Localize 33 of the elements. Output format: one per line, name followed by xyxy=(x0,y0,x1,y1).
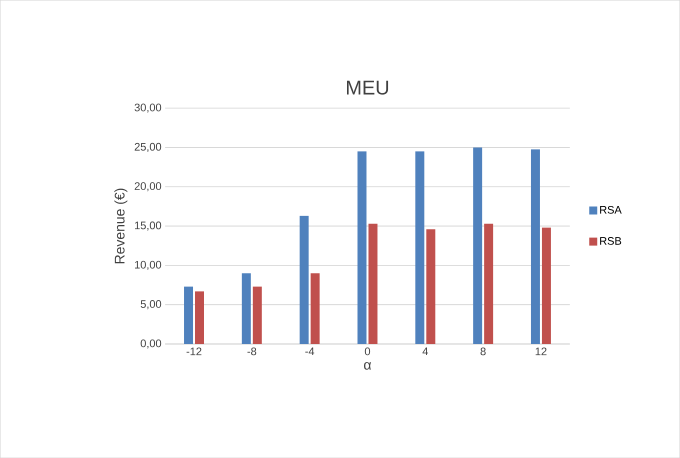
bar xyxy=(184,286,194,344)
x-axis-title: α xyxy=(364,362,372,370)
bar xyxy=(357,151,366,344)
bar xyxy=(252,286,262,344)
y-tick-label: 5,00 xyxy=(140,300,162,310)
chart-title: MEU xyxy=(346,80,388,95)
y-tick-label: 0,00 xyxy=(140,339,162,348)
x-tick-label: -8 xyxy=(247,347,256,356)
y-tick-label: 15,00 xyxy=(135,221,162,231)
bar xyxy=(473,147,482,344)
legend-label: RSB xyxy=(600,237,622,245)
x-tick-label: 0 xyxy=(364,347,370,356)
bar xyxy=(310,273,320,344)
legend-label: RSA xyxy=(600,206,622,214)
bar xyxy=(368,224,378,344)
bar xyxy=(484,224,494,344)
y-tick-label: 20,00 xyxy=(134,182,162,192)
bar xyxy=(542,228,551,344)
bar xyxy=(242,273,251,344)
y-axis-title: Revenue (€) xyxy=(114,188,128,264)
x-tick-label: 12 xyxy=(536,347,546,356)
bar xyxy=(300,216,309,344)
x-tick-label: -4 xyxy=(305,347,314,355)
bar xyxy=(195,291,204,344)
x-tick-label: -12 xyxy=(186,347,202,356)
x-tick-label: 8 xyxy=(480,347,486,356)
bar xyxy=(426,229,436,344)
bar xyxy=(415,151,424,344)
y-tick-label: 30,00 xyxy=(134,104,162,113)
x-tick-label: 4 xyxy=(422,347,428,355)
y-tick-label: 25,00 xyxy=(134,142,162,152)
bar xyxy=(530,149,540,344)
y-tick-label: 10,00 xyxy=(135,260,162,270)
